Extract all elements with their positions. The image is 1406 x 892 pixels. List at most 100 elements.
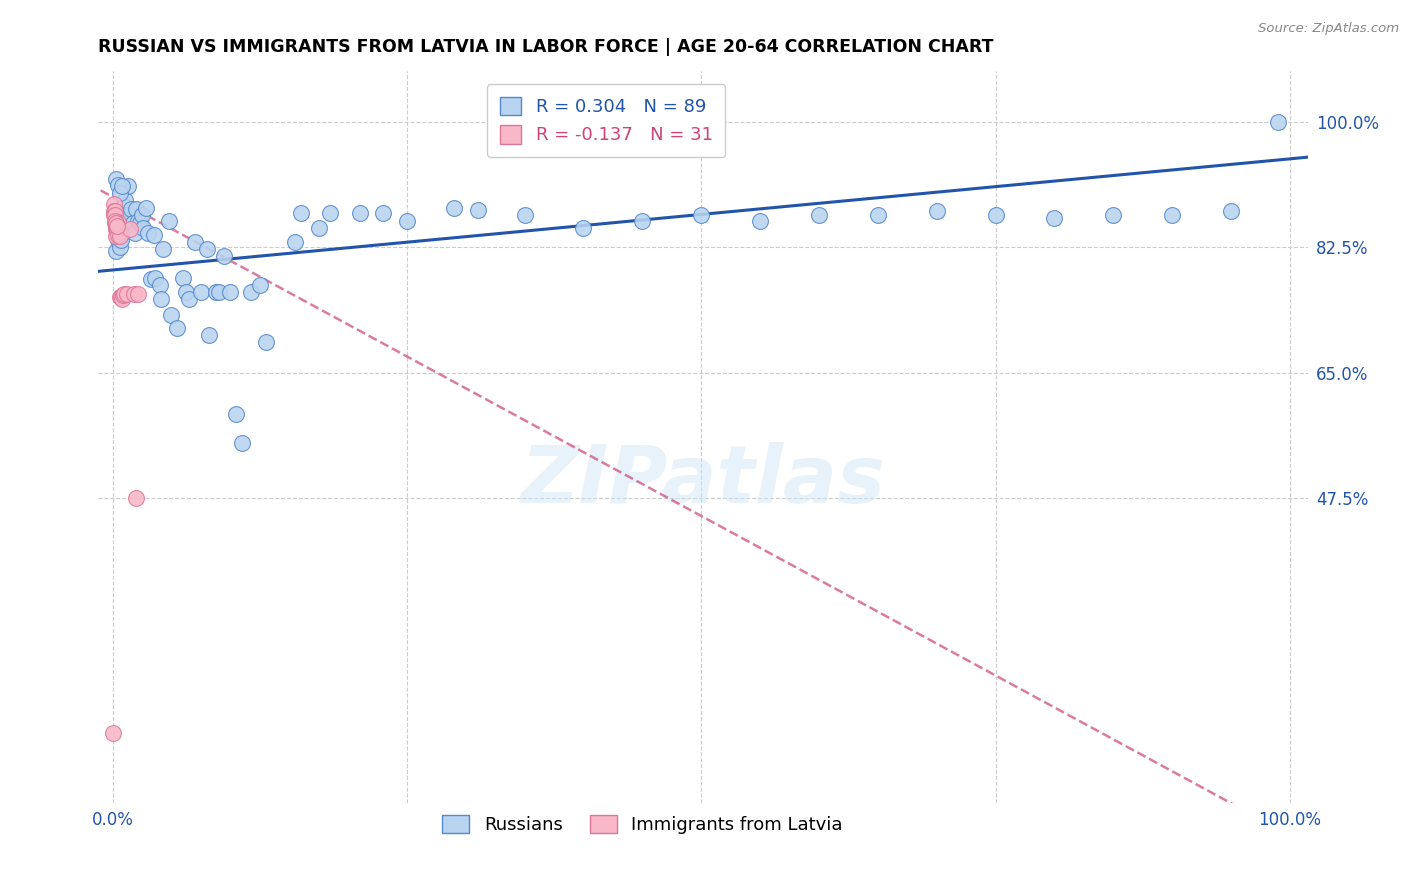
Point	[174, 285, 197, 300]
Point	[108, 290, 131, 304]
Point	[120, 208, 142, 222]
Point	[112, 215, 135, 229]
Point	[110, 290, 132, 304]
Point	[219, 285, 242, 300]
Point	[105, 223, 128, 237]
Point	[157, 213, 180, 227]
Text: RUSSIAN VS IMMIGRANTS FROM LATVIA IN LABOR FORCE | AGE 20-64 CORRELATION CHART: RUSSIAN VS IMMIGRANTS FROM LATVIA IN LAB…	[98, 38, 994, 56]
Point	[101, 725, 124, 739]
Point	[105, 219, 128, 233]
Point	[105, 219, 128, 233]
Point	[110, 216, 132, 230]
Point	[105, 244, 128, 258]
Point	[103, 204, 125, 219]
Point	[111, 179, 134, 194]
Point	[105, 220, 128, 235]
Legend: Russians, Immigrants from Latvia: Russians, Immigrants from Latvia	[434, 807, 851, 841]
Point	[190, 285, 212, 300]
Point	[690, 208, 713, 222]
Point	[104, 204, 127, 219]
Point	[108, 186, 131, 201]
Point	[115, 286, 138, 301]
Point	[112, 211, 135, 226]
Point	[1267, 114, 1289, 128]
Point	[128, 216, 150, 230]
Point	[107, 222, 129, 236]
Point	[349, 206, 371, 220]
Point	[107, 204, 129, 219]
Point	[198, 328, 221, 343]
Text: ZIPatlas: ZIPatlas	[520, 442, 886, 520]
Point	[105, 215, 128, 229]
Point	[143, 271, 166, 285]
Point	[284, 235, 307, 249]
Point	[105, 216, 128, 230]
Point	[142, 227, 165, 242]
Point	[108, 208, 131, 222]
Point	[111, 208, 134, 222]
Point	[1043, 211, 1066, 226]
Point	[121, 216, 143, 230]
Point	[195, 242, 218, 256]
Point	[103, 208, 125, 222]
Point	[134, 201, 156, 215]
Point	[120, 202, 142, 216]
Point	[184, 235, 207, 249]
Point	[105, 219, 128, 233]
Point	[373, 206, 395, 220]
Point	[110, 233, 132, 247]
Point	[254, 335, 277, 350]
Point	[132, 220, 155, 235]
Point	[984, 208, 1007, 222]
Point	[104, 216, 127, 230]
Point	[105, 222, 128, 236]
Point	[467, 203, 489, 218]
Point	[749, 213, 772, 227]
Point	[110, 223, 132, 237]
Point	[125, 202, 148, 216]
Point	[925, 204, 948, 219]
Point	[107, 178, 129, 192]
Point	[104, 211, 127, 226]
Point	[104, 208, 127, 222]
Point	[214, 249, 236, 263]
Point	[1220, 204, 1243, 219]
Point	[110, 211, 132, 226]
Point	[107, 215, 129, 229]
Point	[127, 213, 149, 227]
Point	[107, 233, 129, 247]
Point	[114, 194, 136, 208]
Point	[108, 229, 131, 244]
Point	[866, 208, 889, 222]
Point	[395, 213, 418, 227]
Point	[107, 227, 129, 242]
Point	[112, 204, 135, 219]
Point	[807, 208, 830, 222]
Point	[177, 293, 200, 307]
Point	[125, 491, 148, 505]
Text: Source: ZipAtlas.com: Source: ZipAtlas.com	[1258, 22, 1399, 36]
Point	[1161, 208, 1184, 222]
Point	[166, 321, 188, 335]
Point	[105, 229, 128, 244]
Point	[108, 240, 131, 254]
Point	[108, 216, 131, 230]
Point	[149, 278, 172, 293]
Point	[225, 407, 247, 421]
Point	[240, 285, 263, 300]
Point	[207, 285, 229, 300]
Point	[111, 226, 134, 240]
Point	[149, 293, 172, 307]
Point	[105, 172, 128, 186]
Point	[513, 208, 536, 222]
Point	[308, 220, 330, 235]
Point	[205, 285, 228, 300]
Point	[443, 201, 465, 215]
Point	[112, 208, 135, 222]
Point	[319, 206, 342, 220]
Point	[111, 293, 134, 307]
Point	[112, 286, 135, 301]
Point	[160, 308, 183, 322]
Point	[127, 286, 149, 301]
Point	[172, 271, 194, 285]
